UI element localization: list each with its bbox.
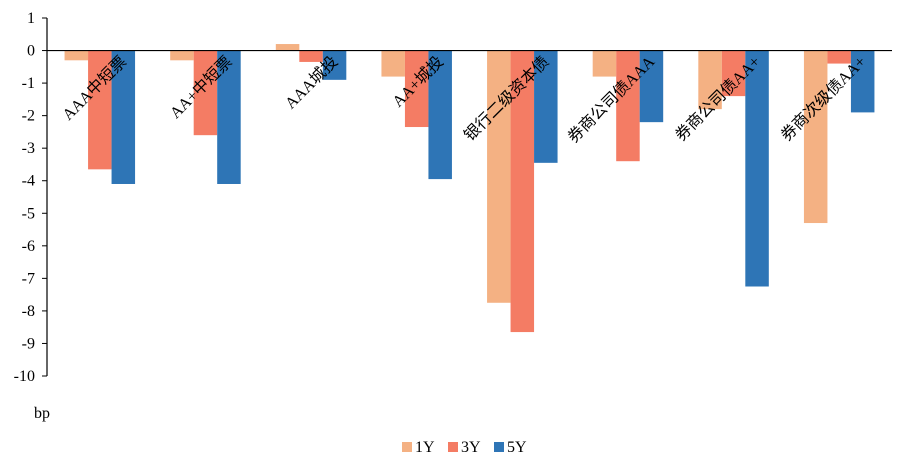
bar-5y-5	[639, 50, 664, 123]
y-tick-label: -9	[22, 335, 35, 352]
y-tick-label: -2	[22, 108, 35, 125]
y-axis-unit-label: bp	[34, 405, 50, 422]
bar-5y-0	[111, 50, 136, 184]
legend-swatch-1y	[402, 442, 412, 452]
y-tick-label: 0	[27, 43, 35, 60]
bar-5y-2	[322, 50, 347, 80]
bar-3y-4	[510, 50, 535, 333]
y-tick-label: -5	[22, 205, 35, 222]
y-tick-label: -1	[22, 75, 35, 92]
legend-swatch-3y	[448, 442, 458, 452]
legend-label-5y: 5Y	[507, 439, 527, 456]
bar-3y-7	[827, 50, 851, 64]
bar-1y-7	[803, 50, 828, 224]
bar-1y-1	[170, 50, 194, 61]
y-tick-label: 1	[27, 10, 35, 27]
bar-5y-6	[745, 50, 769, 287]
bar-5y-3	[428, 50, 452, 180]
bars-layer	[64, 44, 875, 333]
y-axis: 1 0 -1 -2 -3 -4 -5 -6 -7 -8 -9 -10	[14, 10, 48, 385]
y-tick-label: -8	[22, 303, 35, 320]
bar-5y-1	[217, 50, 241, 184]
legend-swatch-5y	[494, 442, 504, 452]
legend-label-1y: 1Y	[415, 439, 435, 456]
bar-1y-0	[64, 50, 89, 61]
y-tick-label: -4	[22, 173, 35, 190]
bar-1y-3	[381, 50, 405, 77]
bar-1y-5	[592, 50, 617, 77]
legend-label-3y: 3Y	[461, 439, 481, 456]
y-tick-label: -3	[22, 140, 35, 157]
bar-1y-6	[698, 50, 722, 110]
legend: 1Y 3Y 5Y	[402, 439, 527, 456]
y-tick-label: -6	[22, 238, 35, 255]
bar-1y-2	[275, 44, 300, 51]
bar-3y-2	[299, 50, 323, 62]
y-tick-label: -10	[14, 368, 35, 385]
bar-3y-6	[721, 50, 746, 97]
bar-3y-1	[193, 50, 218, 136]
bar-3y-5	[616, 50, 640, 162]
bar-5y-4	[534, 50, 558, 163]
y-tick-label: -7	[22, 270, 35, 287]
bar-3y-0	[88, 50, 112, 170]
bar-5y-7	[850, 50, 875, 113]
bar-3y-3	[404, 50, 429, 128]
bar-1y-4	[487, 50, 511, 303]
